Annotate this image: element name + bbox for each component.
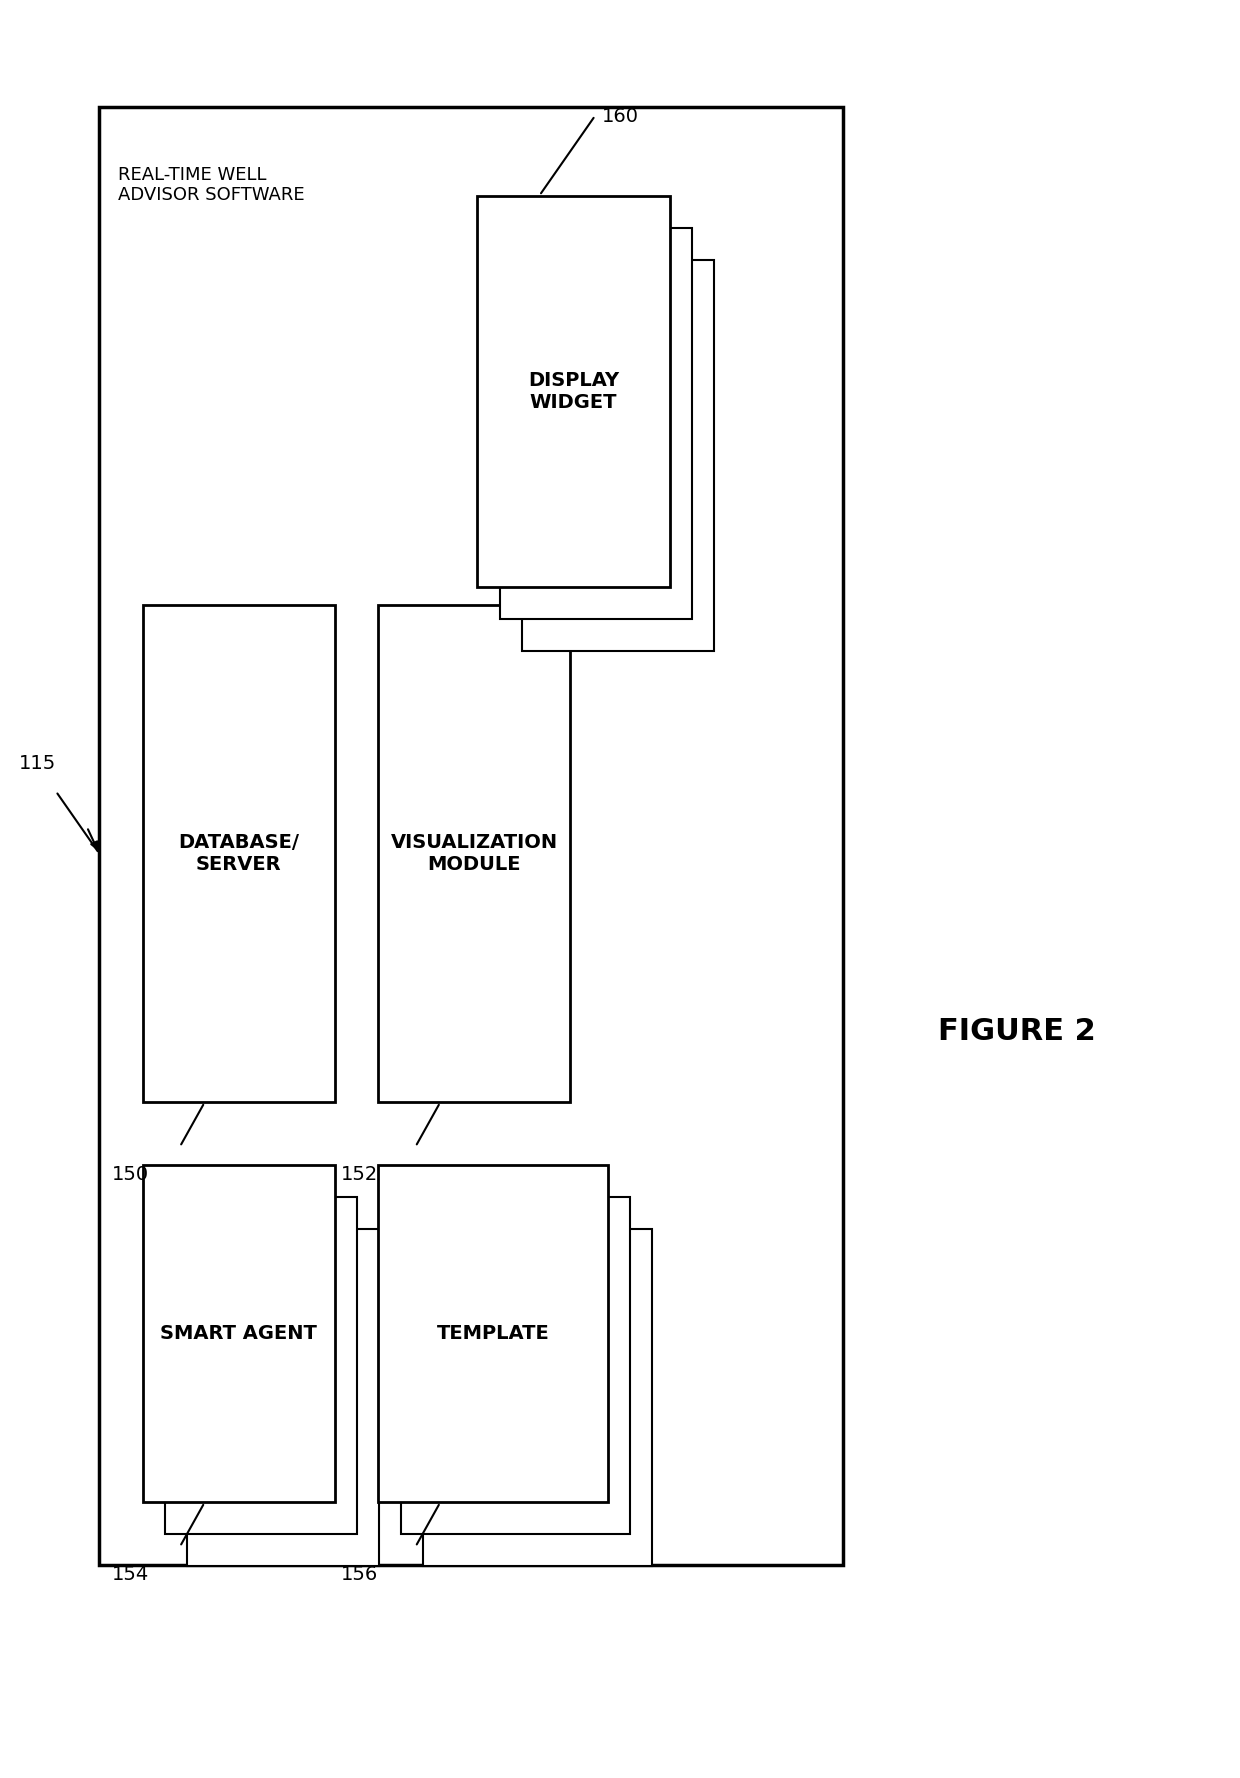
Text: 156: 156	[341, 1565, 378, 1584]
Text: TEMPLATE: TEMPLATE	[436, 1325, 549, 1342]
FancyBboxPatch shape	[423, 1229, 652, 1566]
Text: 150: 150	[112, 1165, 149, 1184]
FancyBboxPatch shape	[477, 196, 670, 587]
Text: 154: 154	[112, 1565, 149, 1584]
Text: SMART AGENT: SMART AGENT	[160, 1325, 317, 1342]
FancyBboxPatch shape	[187, 1229, 379, 1566]
FancyBboxPatch shape	[143, 1165, 335, 1502]
FancyBboxPatch shape	[401, 1197, 630, 1534]
Text: DISPLAY
WIDGET: DISPLAY WIDGET	[528, 370, 619, 412]
FancyBboxPatch shape	[500, 228, 692, 619]
Text: 152: 152	[341, 1165, 378, 1184]
FancyBboxPatch shape	[378, 605, 570, 1102]
Text: VISUALIZATION
MODULE: VISUALIZATION MODULE	[391, 832, 558, 875]
FancyBboxPatch shape	[378, 1165, 608, 1502]
FancyBboxPatch shape	[165, 1197, 357, 1534]
Text: REAL-TIME WELL
ADVISOR SOFTWARE: REAL-TIME WELL ADVISOR SOFTWARE	[118, 165, 305, 204]
Text: 115: 115	[19, 754, 56, 773]
FancyBboxPatch shape	[99, 107, 843, 1565]
Text: DATABASE/
SERVER: DATABASE/ SERVER	[179, 832, 299, 875]
FancyBboxPatch shape	[143, 605, 335, 1102]
Text: FIGURE 2: FIGURE 2	[937, 1017, 1096, 1045]
Text: 160: 160	[601, 107, 639, 126]
FancyBboxPatch shape	[522, 260, 714, 651]
